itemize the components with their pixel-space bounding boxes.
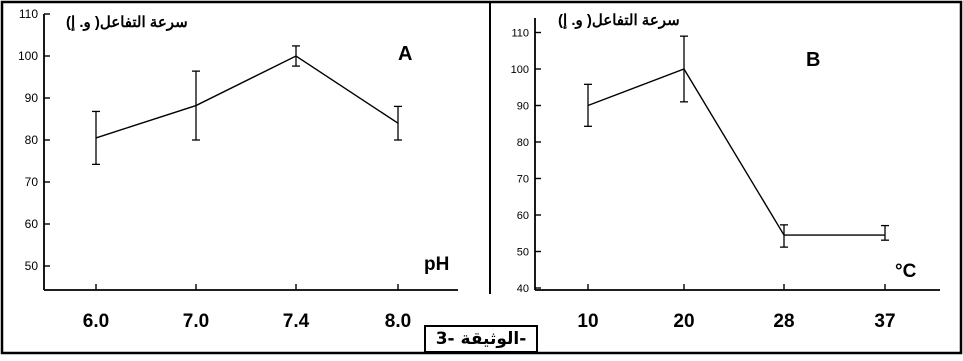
x-ticks: 6.0 7.0 7.4 8.0 [83, 284, 411, 332]
series-line [95, 55, 399, 139]
document-caption: الوثيقة -3- [424, 325, 538, 353]
x-tick-label: 8.0 [385, 311, 411, 332]
x-tick-label: 7.0 [183, 311, 209, 332]
y-tick-label: 60 [517, 210, 529, 222]
error-bar [292, 45, 300, 67]
y-tick-label: 70 [25, 175, 39, 189]
x-tick-label: 6.0 [83, 311, 109, 332]
y-tick-label: 90 [517, 101, 529, 113]
y-tick-label: 60 [25, 217, 39, 231]
error-bar [780, 224, 788, 248]
error-bar [192, 70, 200, 141]
error-bar [680, 35, 688, 103]
x-tick-label: 37 [874, 311, 895, 332]
error-bar [92, 110, 100, 166]
error-bar [394, 105, 402, 141]
series-group [92, 45, 402, 166]
series-line [587, 68, 885, 236]
y-tick-label: 100 [18, 49, 38, 63]
x-tick-label: 7.4 [283, 311, 310, 332]
x-axis-label: °C [895, 261, 917, 282]
y-ticks: 50 60 70 80 90 100 110 [18, 7, 50, 273]
x-tick-label: 10 [577, 311, 598, 332]
error-bar [881, 224, 889, 241]
series-group [584, 35, 889, 248]
x-axis-label: pH [424, 254, 449, 275]
y-tick-label: 100 [511, 64, 529, 76]
y-tick-label: 70 [517, 174, 529, 186]
y-tick-label: 50 [25, 259, 39, 273]
y-tick-label: 50 [517, 247, 529, 259]
y-axis-label: سرعة التفاعل( و. إ) [558, 12, 680, 29]
x-tick-label: 20 [673, 311, 694, 332]
chart-panel-b: سرعة التفاعل( و. إ) B °C 40 50 60 70 80 90 100… [511, 12, 940, 332]
error-bar [584, 83, 592, 127]
y-tick-label: 110 [511, 28, 529, 40]
y-tick-label: 80 [25, 133, 39, 147]
y-tick-label: 80 [517, 137, 529, 149]
chart-panel-a: سرعة التفاعل( و. إ) A pH 50 60 70 80 90 100 11… [18, 7, 458, 332]
x-tick-label: 28 [773, 311, 794, 332]
y-tick-label: 40 [517, 283, 529, 295]
y-tick-label: 90 [25, 91, 39, 105]
y-axis-label: سرعة التفاعل( و. إ) [66, 14, 188, 31]
y-tick-label: 110 [19, 7, 38, 21]
panel-label: B [806, 49, 820, 71]
x-ticks: 10 20 28 37 [577, 284, 896, 332]
panel-label: A [398, 43, 412, 65]
y-ticks: 40 50 60 70 80 90 100 110 [511, 28, 541, 295]
